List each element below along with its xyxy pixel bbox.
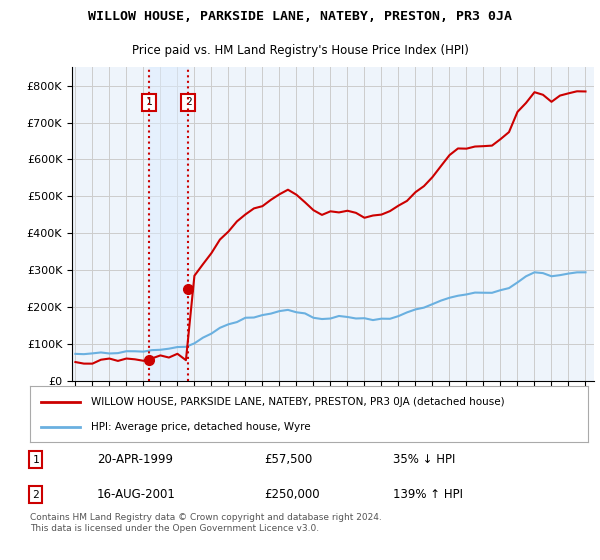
Text: HPI: Average price, detached house, Wyre: HPI: Average price, detached house, Wyre — [91, 422, 311, 432]
Text: 2: 2 — [32, 490, 39, 500]
Text: 139% ↑ HPI: 139% ↑ HPI — [392, 488, 463, 501]
Text: Price paid vs. HM Land Registry's House Price Index (HPI): Price paid vs. HM Land Registry's House … — [131, 44, 469, 57]
Text: 2: 2 — [185, 97, 191, 108]
Bar — [149, 67, 188, 381]
Text: 20-APR-1999: 20-APR-1999 — [97, 453, 173, 466]
Text: 35% ↓ HPI: 35% ↓ HPI — [392, 453, 455, 466]
Text: WILLOW HOUSE, PARKSIDE LANE, NATEBY, PRESTON, PR3 0JA (detached house): WILLOW HOUSE, PARKSIDE LANE, NATEBY, PRE… — [91, 397, 505, 407]
Text: 1: 1 — [146, 97, 152, 108]
Text: 16-AUG-2001: 16-AUG-2001 — [97, 488, 176, 501]
Text: Contains HM Land Registry data © Crown copyright and database right 2024.
This d: Contains HM Land Registry data © Crown c… — [30, 514, 382, 533]
Text: WILLOW HOUSE, PARKSIDE LANE, NATEBY, PRESTON, PR3 0JA: WILLOW HOUSE, PARKSIDE LANE, NATEBY, PRE… — [88, 10, 512, 23]
Text: £250,000: £250,000 — [265, 488, 320, 501]
Text: 1: 1 — [32, 455, 39, 465]
Text: £57,500: £57,500 — [265, 453, 313, 466]
